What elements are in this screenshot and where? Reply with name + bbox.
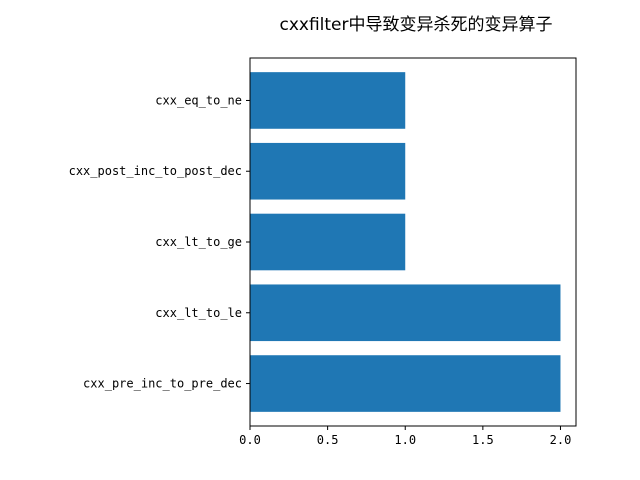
y-axis-ticks: cxx_pre_inc_to_pre_dec cxx_lt_to_le cxx_lt… (69, 93, 250, 391)
x-tick-label: 1.0 (394, 433, 416, 447)
bar-cxx_pre_inc_to_pre_dec (250, 355, 561, 412)
x-tick-label: 2.0 (550, 433, 572, 447)
x-tick-label: 0.0 (239, 433, 261, 447)
x-axis-ticks: 0.0 0.5 1.0 1.5 2.0 (239, 426, 571, 447)
plot-frame (249, 57, 577, 427)
y-tick-label: cxx_lt_to_ge (155, 235, 242, 249)
bar-cxx_lt_to_ge (250, 213, 406, 271)
bar-cxx_eq_to_ne (250, 72, 406, 129)
y-tick-label: cxx_lt_to_le (155, 306, 242, 320)
bar-cxx_lt_to_le (250, 284, 561, 342)
y-tick-label: cxx_eq_to_ne (155, 93, 242, 107)
y-tick-label: cxx_post_inc_to_post_dec (69, 164, 242, 178)
bar-cxx_post_inc_to_post_dec (250, 142, 406, 200)
x-tick-label: 1.5 (472, 433, 494, 447)
y-tick-label: cxx_pre_inc_to_pre_dec (83, 377, 242, 391)
chart-title: cxxfilter中导致变异杀死的变异算子 (279, 15, 552, 35)
bars-group (250, 72, 561, 412)
x-tick-label: 0.5 (317, 433, 339, 447)
